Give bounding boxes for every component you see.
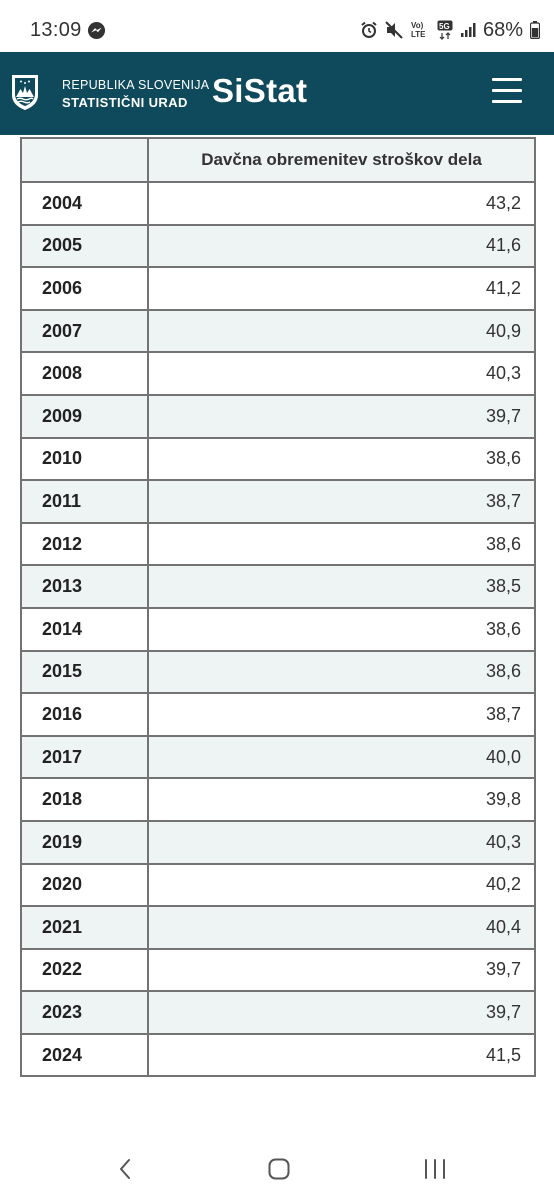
signal-icon (460, 23, 476, 37)
svg-text:Vo): Vo) (411, 21, 424, 30)
row-value-cell: 40,9 (147, 308, 536, 354)
row-year-cell: 2017 (20, 734, 149, 780)
row-year-cell: 2014 (20, 606, 149, 652)
table-body: 2004 43,2 2005 41,6 2006 41,2 2007 40,9 2008 40,3… (20, 181, 536, 1078)
table-row: 2005 41,6 (20, 223, 536, 269)
row-value-cell: 40,4 (147, 905, 536, 950)
row-year-cell: 2008 (20, 351, 149, 396)
table-row: 2004 43,2 (20, 181, 536, 226)
home-icon[interactable] (268, 1158, 290, 1180)
table-row: 2014 38,6 (20, 606, 536, 652)
app-brand-title[interactable]: SiStat (212, 72, 308, 109)
row-year-cell: 2016 (20, 692, 149, 737)
status-bar: 13:09 Vo) LTE 5G 68% (0, 0, 554, 52)
row-value-cell: 40,0 (147, 734, 536, 780)
volte-icon: Vo) LTE (411, 21, 426, 39)
row-year-cell: 2023 (20, 990, 149, 1035)
row-value-cell: 41,5 (147, 1032, 536, 1078)
organization-name: REPUBLIKA SLOVENIJA STATISTIČNI URAD (62, 77, 209, 111)
table-row: 2015 38,6 (20, 649, 536, 695)
row-year-cell: 2004 (20, 181, 149, 226)
svg-text:LTE: LTE (411, 30, 426, 39)
row-value-cell: 39,7 (147, 990, 536, 1035)
row-year-cell: 2006 (20, 266, 149, 311)
table-row: 2019 40,3 (20, 819, 536, 865)
org-line-2: STATISTIČNI URAD (62, 95, 188, 110)
row-value-cell: 40,3 (147, 819, 536, 865)
row-year-cell: 2019 (20, 819, 149, 865)
row-year-cell: 2012 (20, 521, 149, 567)
table-row: 2012 38,6 (20, 521, 536, 567)
table-row: 2010 38,6 (20, 436, 536, 482)
row-value-cell: 38,6 (147, 649, 536, 695)
messenger-icon (87, 21, 106, 40)
table-row: 2009 39,7 (20, 393, 536, 439)
row-year-cell: 2024 (20, 1032, 149, 1078)
org-line-1: REPUBLIKA SLOVENIJA (62, 78, 210, 92)
battery-percent: 68% (482, 18, 523, 41)
row-value-cell: 38,6 (147, 436, 536, 482)
column-header: Davčna obremenitev stroškov dela (147, 137, 536, 183)
table-row: 2016 38,7 (20, 692, 536, 737)
system-navigation-bar (0, 1140, 554, 1200)
row-value-cell: 41,6 (147, 223, 536, 269)
table-row: 2018 39,8 (20, 777, 536, 822)
row-value-cell: 41,2 (147, 266, 536, 311)
battery-icon (530, 21, 540, 39)
table-row: 2007 40,9 (20, 308, 536, 354)
status-time: 13:09 (30, 19, 82, 41)
table-row: 2021 40,4 (20, 905, 536, 950)
row-value-cell: 40,2 (147, 862, 536, 908)
row-year-cell: 2018 (20, 777, 149, 822)
app-header (0, 52, 554, 135)
row-year-cell: 2021 (20, 905, 149, 950)
row-year-cell: 2015 (20, 649, 149, 695)
row-year-cell: 2005 (20, 223, 149, 269)
row-year-cell: 2020 (20, 862, 149, 908)
mute-icon (385, 21, 403, 39)
row-value-cell: 38,7 (147, 692, 536, 737)
row-year-cell: 2010 (20, 436, 149, 482)
row-value-cell: 43,2 (147, 181, 536, 226)
hamburger-menu-button[interactable] (488, 78, 526, 108)
row-value-cell: 38,5 (147, 564, 536, 609)
row-value-cell: 39,7 (147, 947, 536, 993)
recent-apps-icon[interactable] (423, 1158, 447, 1180)
menu-bar-icon (492, 78, 522, 81)
row-value-cell: 38,6 (147, 521, 536, 567)
row-year-cell: 2022 (20, 947, 149, 993)
svg-text:5G: 5G (439, 22, 450, 31)
table-row: 2013 38,5 (20, 564, 536, 609)
table-row: 2023 39,7 (20, 990, 536, 1035)
table-row: 2024 41,5 (20, 1032, 536, 1078)
table-row: 2022 39,7 (20, 947, 536, 993)
table-row: 2017 40,0 (20, 734, 536, 780)
table-row: 2011 38,7 (20, 479, 536, 524)
row-year-cell: 2007 (20, 308, 149, 354)
row-value-cell: 38,6 (147, 606, 536, 652)
row-year-cell: 2013 (20, 564, 149, 609)
alarm-icon (361, 21, 377, 38)
table-row: 2006 41,2 (20, 266, 536, 311)
row-year-cell: 2011 (20, 479, 149, 524)
menu-bar-icon (492, 89, 522, 92)
row-value-cell: 39,7 (147, 393, 536, 439)
5g-icon: 5G (437, 20, 453, 40)
table-row: 2008 40,3 (20, 351, 536, 396)
row-value-cell: 38,7 (147, 479, 536, 524)
row-value-cell: 40,3 (147, 351, 536, 396)
back-icon[interactable] (116, 1158, 134, 1180)
data-table-container: Davčna obremenitev stroškov dela 2004 43,… (20, 137, 536, 1078)
table-corner-cell (20, 137, 149, 183)
data-table: Davčna obremenitev stroškov dela 2004 43,… (20, 137, 536, 1078)
table-header-row: Davčna obremenitev stroškov dela (20, 137, 536, 183)
row-value-cell: 39,8 (147, 777, 536, 822)
slovenia-coat-of-arms-logo[interactable] (10, 73, 40, 111)
row-year-cell: 2009 (20, 393, 149, 439)
menu-bar-icon (492, 100, 522, 103)
table-row: 2020 40,2 (20, 862, 536, 908)
